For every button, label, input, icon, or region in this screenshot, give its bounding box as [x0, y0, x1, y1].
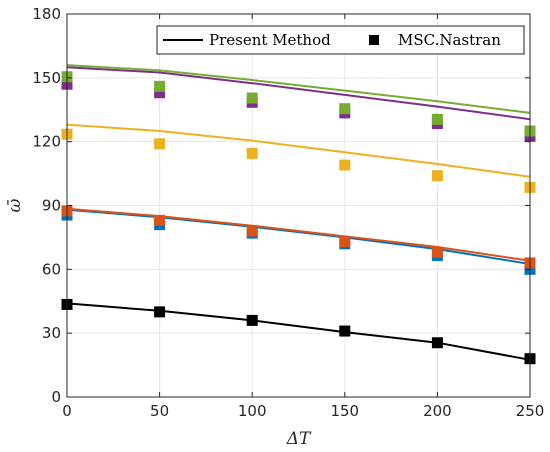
x-tick-label: 50: [150, 402, 169, 420]
series-marker-6: [339, 103, 351, 115]
series-line-4: [66, 123, 531, 178]
y-tick-label: 60: [42, 260, 61, 278]
legend-label-msc-nastran: MSC.Nastran: [398, 31, 501, 49]
series-marker-6: [246, 92, 258, 104]
legend: Present Method MSC.Nastran: [156, 25, 525, 55]
y-tick-label: 30: [42, 324, 61, 342]
series-marker-1: [246, 314, 258, 326]
series-marker-1: [431, 337, 443, 349]
x-tick-label: 200: [423, 402, 452, 420]
series-marker-4: [154, 138, 166, 150]
series-marker-3: [431, 246, 443, 258]
legend-marker-sample: [369, 35, 379, 45]
series-marker-6: [431, 113, 443, 125]
series-marker-3: [154, 214, 166, 226]
y-tick-label: 180: [32, 5, 61, 23]
x-tick-label: 150: [330, 402, 359, 420]
y-tick-label: 150: [32, 69, 61, 87]
grid: [66, 13, 531, 398]
series-marker-4: [339, 159, 351, 171]
series-line-5: [66, 66, 531, 121]
x-tick-label: 100: [238, 402, 267, 420]
series-marker-1: [339, 325, 351, 337]
series-marker-4: [246, 147, 258, 159]
series-line-6: [66, 64, 531, 114]
x-tick-label: 250: [516, 402, 545, 420]
series-line-2: [66, 208, 531, 265]
y-axis-label: ω̄: [5, 198, 25, 212]
series-marker-1: [154, 306, 166, 318]
y-tick-label: 120: [32, 133, 61, 151]
series-marker-3: [246, 225, 258, 237]
series-lines: [66, 64, 531, 361]
series-marker-3: [339, 236, 351, 248]
legend-box: [156, 25, 525, 55]
legend-label-present-method: Present Method: [209, 31, 331, 49]
y-tick-label: 0: [51, 388, 61, 406]
y-tick-label: 90: [42, 197, 61, 215]
x-tick-label: 0: [62, 402, 72, 420]
series-marker-5: [154, 87, 166, 99]
series-line-1: [66, 302, 531, 361]
ticks: 0 50 100 150 200 250 0 30 60 90 120 150 180: [32, 5, 544, 420]
series-line-3: [66, 207, 531, 262]
series-marker-6: [154, 80, 166, 92]
series-marker-4: [431, 170, 443, 182]
x-axis-label: ΔT: [286, 429, 312, 449]
